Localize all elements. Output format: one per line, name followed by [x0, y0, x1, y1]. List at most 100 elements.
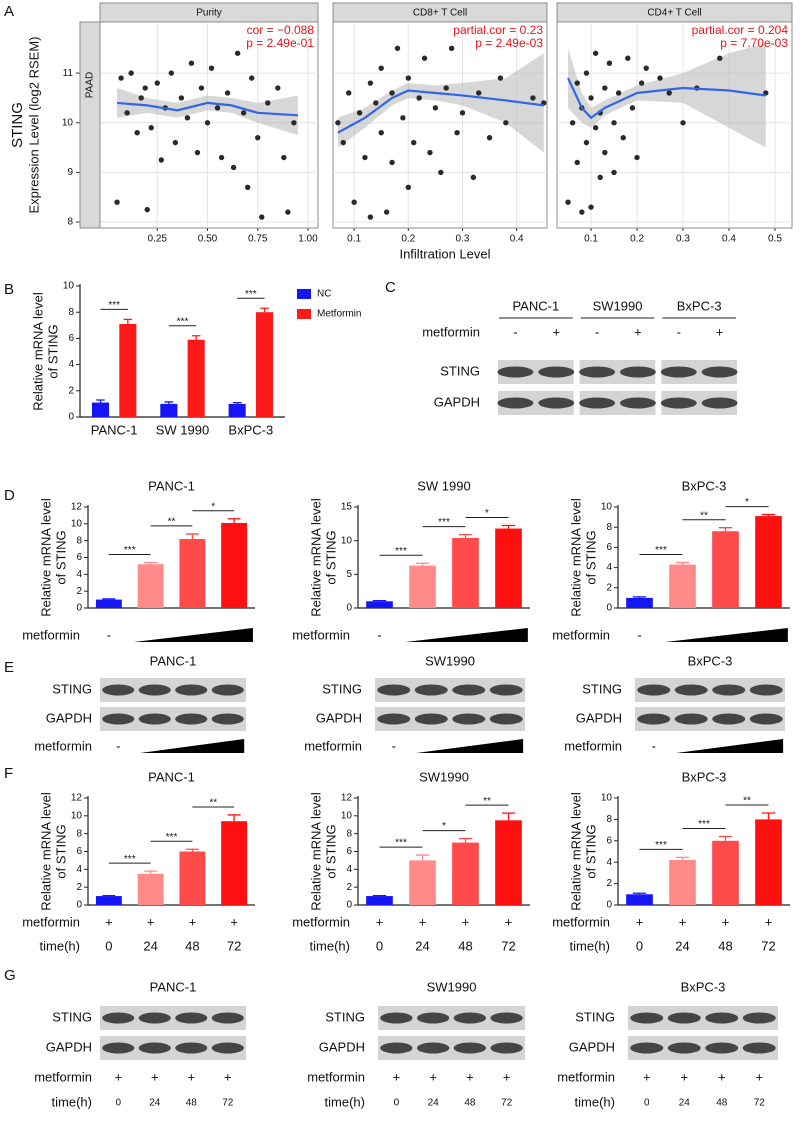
row-label: metformin [292, 914, 350, 929]
blot-band [579, 397, 616, 409]
point [114, 199, 120, 205]
error-bar [191, 335, 201, 340]
panel-letter: E [4, 659, 14, 676]
blot-band [637, 713, 671, 725]
point [378, 129, 384, 136]
treatment-cell: - [652, 738, 656, 753]
point [634, 154, 640, 161]
point [158, 157, 164, 163]
bar [755, 516, 782, 608]
x-tick-label: 0.4 [510, 234, 524, 245]
panel-letter: A [4, 3, 14, 20]
x-tick-label: - [107, 627, 111, 642]
point [405, 75, 412, 81]
row-cell: + [376, 914, 384, 929]
y-tick-label: 10 [341, 810, 353, 821]
treatment-cell: + [114, 1069, 122, 1084]
row-cell: + [505, 914, 513, 929]
point [218, 154, 225, 161]
blot-band [660, 397, 697, 409]
blot-title: BxPC-3 [688, 653, 733, 668]
blot-band [414, 713, 448, 725]
bar [137, 564, 164, 608]
blot-row-label: STING [575, 1009, 615, 1024]
blot-column: PANC-1 [512, 298, 559, 313]
y-tick-label: 2 [606, 582, 612, 593]
point [438, 169, 444, 176]
treatment-cell: 48 [716, 1098, 728, 1109]
point [643, 65, 649, 71]
treatment-cell: - [595, 324, 599, 339]
x-tick-label: 0 [636, 938, 643, 953]
y-tick-label: 4 [606, 857, 612, 868]
y-tick-label: 10 [62, 117, 74, 128]
panel-letter: F [4, 765, 13, 782]
treatment-cell: 72 [754, 1098, 766, 1109]
blot-band [660, 366, 697, 378]
x-tick-label: 0 [376, 938, 383, 953]
blot-band [667, 1012, 701, 1024]
point [188, 60, 195, 66]
point [389, 90, 395, 96]
point [281, 154, 287, 161]
blot-column: BxPC-3 [677, 298, 722, 313]
point [208, 65, 215, 71]
treatment-cell: - [116, 738, 120, 753]
bar [712, 840, 739, 905]
row-cell: + [189, 914, 197, 929]
x-tick-label: 0.3 [676, 234, 690, 245]
row-cell: + [230, 914, 238, 929]
error-bar [227, 814, 241, 822]
point [583, 139, 590, 146]
point [244, 184, 251, 190]
row-label: metformin [552, 914, 610, 929]
blot-band [749, 684, 783, 696]
y-tick-label: 12 [71, 502, 83, 513]
blot-title: PANC-1 [150, 653, 197, 668]
treatment-cell: 48 [186, 1098, 198, 1109]
blot-row-label: GAPDH [316, 710, 362, 725]
annotation: p = 2.49e-01 [246, 36, 314, 50]
blot-band [380, 1012, 413, 1024]
y-axis-label: of STING [45, 324, 60, 378]
bar [626, 597, 653, 608]
point [373, 100, 379, 106]
confidence-band [117, 88, 298, 136]
point [629, 105, 636, 111]
point [588, 204, 594, 210]
blot-band [211, 713, 244, 725]
blot-row-label: GAPDH [576, 710, 622, 725]
blot-row-label: GAPDH [434, 394, 480, 409]
point [443, 85, 449, 91]
x-tick-label: 72 [761, 938, 775, 953]
panel-letter: D [4, 487, 15, 504]
blot-band [102, 1042, 135, 1054]
point [615, 90, 622, 96]
y-axis-label: of STING [583, 530, 598, 584]
point [265, 100, 271, 106]
annotation: cor = −0.088 [247, 23, 315, 37]
y-tick-label: 8 [606, 522, 612, 533]
point [351, 199, 357, 205]
point [592, 50, 599, 56]
bar [179, 538, 206, 608]
y-tick-label: 8 [606, 814, 612, 825]
y-axis-label: Relative mRNA level [30, 292, 45, 411]
bar [366, 601, 393, 608]
blot-title: BxPC-3 [681, 979, 726, 994]
bar [119, 323, 137, 417]
point [583, 70, 590, 76]
y-tick-label: 6 [76, 846, 82, 857]
x-tick-label: 48 [718, 938, 732, 953]
error-bar [96, 399, 105, 403]
x-tick-label: 48 [185, 938, 199, 953]
point [405, 184, 412, 190]
x-tick-label: 0.25 [148, 234, 168, 245]
error-bar [718, 527, 733, 532]
legend-label: Metformin [317, 309, 361, 320]
error-bar [632, 892, 647, 895]
chart-title: BxPC-3 [682, 769, 727, 784]
blot-band [453, 1042, 487, 1054]
bar [495, 528, 522, 608]
